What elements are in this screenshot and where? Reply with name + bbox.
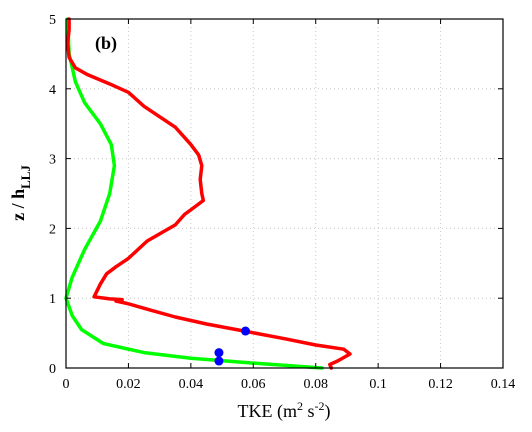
grid-layer: [66, 19, 503, 368]
x-tick-label: 0.08: [303, 377, 328, 392]
x-tick-label: 0.14: [491, 377, 516, 392]
y-axis-title-sub: LLJ: [18, 165, 33, 189]
y-tick-label: 4: [49, 83, 56, 98]
y-axis-title-base: z / h: [8, 189, 28, 221]
y-tick-label: 5: [49, 13, 56, 28]
y-tick-label: 2: [49, 222, 56, 237]
plot-frame: [65, 18, 504, 369]
y-tick-label: 1: [49, 292, 56, 307]
x-tick-label: 0.04: [179, 377, 204, 392]
x-tick-label: 0.12: [428, 377, 453, 392]
x-axis-title-exp2: -2: [315, 399, 325, 413]
panel-label: (b): [95, 33, 117, 54]
x-axis-title-mid: s: [303, 401, 315, 421]
y-tick-label: 3: [49, 153, 56, 168]
data-point-marker: [214, 356, 224, 366]
x-tick-label: 0: [63, 377, 70, 392]
x-axis-title: TKE (m2 s-2): [238, 399, 331, 422]
x-tick-label: 0.06: [241, 377, 266, 392]
series-line-2: [65, 17, 352, 370]
data-point-marker: [240, 326, 250, 336]
y-tick-label: 0: [49, 362, 56, 377]
series-layer: [64, 17, 352, 370]
x-axis-title-exp1: 2: [297, 399, 303, 413]
y-axis-title: z / hLLJ: [8, 165, 33, 221]
marker-layer: [214, 326, 250, 366]
data-point-marker: [214, 348, 224, 358]
x-tick-label: 0.02: [116, 377, 141, 392]
x-tick-label: 0.1: [369, 377, 387, 392]
tick-layer: 0 0.02 0.04 0.06 0.08 0.1 0.12 0.14 0 1 2 3 4 5: [49, 13, 515, 392]
series-line-1: [64, 17, 324, 370]
x-axis-title-end: ): [325, 401, 331, 422]
x-axis-title-base: TKE (m: [238, 401, 297, 422]
